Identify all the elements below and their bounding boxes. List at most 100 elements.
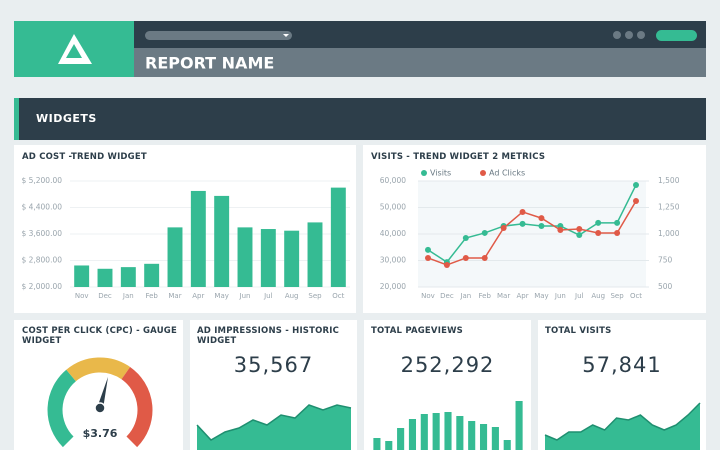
bar — [432, 413, 440, 450]
point — [595, 230, 602, 237]
bar — [284, 230, 300, 287]
y-tick-label: 50,000 — [380, 203, 406, 212]
bar — [456, 416, 464, 450]
widget-title: TOTAL PAGEVIEWS — [371, 326, 463, 336]
x-tick-label: May — [534, 292, 548, 300]
bar — [120, 267, 136, 287]
widget-title: TOTAL VISITS — [545, 326, 612, 336]
point — [614, 219, 621, 226]
logo-block — [14, 21, 134, 77]
point — [425, 254, 431, 261]
x-tick-label: Jul — [574, 292, 584, 300]
gauge-needle — [97, 377, 108, 409]
x-tick-label: Jan — [122, 292, 134, 300]
x-tick-label: May — [214, 292, 228, 300]
logo — [58, 34, 92, 64]
bar — [260, 229, 276, 287]
section-stripe — [14, 98, 19, 140]
y-tick-label: $ 2,000.00 — [21, 282, 62, 291]
y2-tick-label: 1,250 — [658, 203, 680, 212]
dot[interactable] — [637, 31, 645, 39]
bar — [330, 187, 346, 287]
bar — [503, 440, 511, 450]
bar — [491, 427, 499, 450]
point — [425, 246, 431, 253]
y-tick-label: 20,000 — [380, 282, 406, 291]
y-tick-label: $ 2,800.00 — [21, 256, 62, 265]
x-tick-label: Nov — [421, 292, 435, 300]
widget-title: AD IMPRESSIONS - HISTORIC WIDGET — [197, 326, 340, 346]
bar — [307, 222, 323, 287]
x-tick-label: Apr — [192, 292, 204, 300]
legend-marker — [421, 170, 427, 176]
area-line — [196, 404, 352, 441]
point — [614, 230, 621, 237]
point — [462, 234, 469, 241]
x-tick-label: Aug — [591, 292, 605, 300]
bar — [144, 263, 160, 287]
gauge-band — [121, 366, 153, 448]
point — [633, 181, 639, 188]
report-name: REPORT NAME — [145, 54, 274, 73]
bar — [97, 268, 113, 287]
x-tick-label: Nov — [75, 292, 89, 300]
dot[interactable] — [613, 31, 621, 39]
bar — [74, 265, 90, 287]
point — [519, 208, 526, 215]
y-tick-label: 60,000 — [380, 176, 406, 185]
kpi-value: 35,567 — [234, 353, 313, 377]
y-tick-label: 40,000 — [380, 229, 406, 238]
bar — [237, 227, 253, 287]
title-bar — [134, 48, 706, 77]
point — [481, 229, 488, 236]
section-title: WIDGETS — [36, 112, 97, 125]
x-tick-label: Dec — [98, 292, 112, 300]
x-tick-label: Dec — [440, 292, 454, 300]
y2-tick-label: 1,500 — [658, 176, 680, 185]
x-tick-label: Apr — [516, 292, 528, 300]
legend-label: Visits — [430, 169, 451, 178]
point — [538, 223, 545, 230]
bar — [190, 190, 206, 287]
point — [633, 198, 639, 205]
action-pill[interactable] — [656, 30, 697, 41]
x-tick-label: Jan — [459, 292, 471, 300]
gauge-hub — [94, 402, 106, 414]
point — [481, 254, 488, 261]
x-tick-label: Mar — [497, 292, 510, 300]
x-tick-label: Jun — [554, 292, 566, 300]
legend-marker — [480, 170, 486, 176]
legend-label: Ad Clicks — [489, 169, 525, 178]
bar — [408, 419, 417, 450]
point — [519, 220, 526, 227]
point — [576, 226, 583, 233]
bar — [397, 428, 405, 450]
dropdown-arrow — [283, 34, 289, 37]
point — [595, 219, 602, 226]
kpi-value: 252,292 — [401, 353, 495, 377]
y-tick-label: $ 5,200.00 — [21, 176, 62, 185]
gauge-band — [66, 357, 131, 382]
card — [14, 145, 356, 313]
point — [538, 215, 545, 222]
bar — [214, 195, 230, 287]
widget-title: VISITS - TREND WIDGET 2 METRICS — [371, 152, 546, 162]
y2-tick-label: 1,000 — [658, 229, 680, 238]
point — [500, 224, 507, 231]
bar — [515, 401, 523, 450]
point — [462, 254, 469, 261]
y-tick-label: 30,000 — [380, 256, 406, 265]
dot[interactable] — [625, 31, 633, 39]
point — [557, 226, 564, 233]
y-tick-label: $ 3,600.00 — [21, 229, 62, 238]
line — [427, 200, 637, 266]
y2-tick-label: 750 — [658, 256, 673, 265]
point — [443, 261, 450, 268]
bar — [444, 412, 452, 450]
x-tick-label: Sep — [610, 292, 624, 300]
area-line — [544, 402, 701, 441]
dropdown[interactable] — [145, 31, 292, 40]
line — [427, 184, 637, 264]
area — [197, 405, 351, 450]
